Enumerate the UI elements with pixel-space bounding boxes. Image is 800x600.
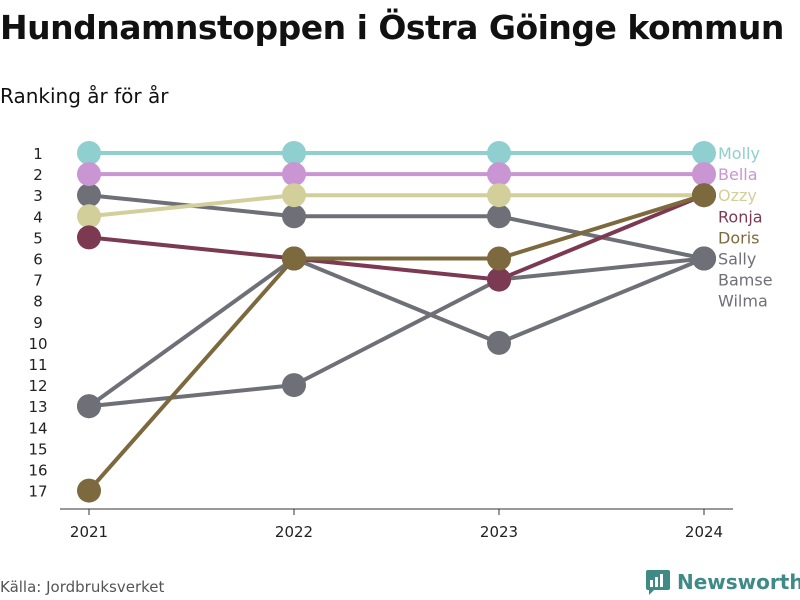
y-tick-label: 6 <box>33 251 43 269</box>
y-tick-label: 14 <box>28 419 47 437</box>
series-label-bamse: Bamse <box>718 271 773 290</box>
series-line-doris <box>87 193 705 492</box>
y-tick-label: 17 <box>28 483 47 501</box>
series-label-ronja: Ronja <box>718 207 763 226</box>
series-point-wilma <box>692 246 716 271</box>
x-tick-label: 2024 <box>685 523 723 541</box>
series-label-doris: Doris <box>718 228 759 247</box>
series-point-molly <box>77 141 101 165</box>
y-tick-label: 15 <box>28 440 47 458</box>
y-tick-label: 8 <box>33 293 43 311</box>
y-tick-label: 12 <box>28 377 47 395</box>
series-labels: Molly Bella Ozzy Ronja Doris Sally Bamse Wilma <box>718 144 773 311</box>
x-tick-label: 2023 <box>480 523 518 541</box>
series-point-ronja <box>77 225 101 250</box>
y-tick-label: 5 <box>33 229 43 247</box>
series-point-sally <box>282 204 306 229</box>
y-tick-label: 2 <box>33 166 43 184</box>
series-point-molly <box>692 141 716 165</box>
chart-title: Hundnamnstoppen i Östra Göinge kommun <box>0 8 784 47</box>
series-point-ozzy <box>487 183 511 208</box>
series-label-sally: Sally <box>718 250 756 269</box>
series-point-wilma <box>77 394 101 419</box>
y-tick-label: 4 <box>33 208 43 226</box>
x-tick-label: 2021 <box>70 523 108 541</box>
series-label-ozzy: Ozzy <box>718 186 757 205</box>
series-line-ozzy <box>88 193 704 219</box>
series-point-doris <box>692 183 716 208</box>
y-tick-label: 13 <box>28 398 47 416</box>
series-point-bella <box>282 162 306 187</box>
series-point-bella <box>692 162 716 187</box>
source-note: Källa: Jordbruksverket <box>0 578 165 596</box>
series-point-ozzy <box>77 204 101 229</box>
series-line-sally <box>88 193 705 261</box>
brand-name: Newsworthy <box>677 570 800 594</box>
series-line-wilma <box>88 256 705 409</box>
series-point-bella <box>77 162 101 187</box>
series-point-doris <box>77 478 101 503</box>
y-tick-label: 10 <box>28 335 47 353</box>
series-point-wilma <box>282 373 306 398</box>
series-point-doris <box>282 246 306 271</box>
series-label-bella: Bella <box>718 165 758 184</box>
series-label-molly: Molly <box>718 144 760 163</box>
y-tick-label: 16 <box>28 462 47 480</box>
y-tick-label: 11 <box>28 356 47 374</box>
y-tick-label: 9 <box>33 314 43 332</box>
y-tick-label: 3 <box>33 187 43 205</box>
series-point-doris <box>487 246 511 271</box>
series-point-molly <box>282 141 306 165</box>
brand-logo: Newsworthy <box>645 569 800 595</box>
series-point-sally <box>77 183 101 208</box>
series-points <box>77 141 716 503</box>
newsworthy-logo-icon <box>646 570 670 595</box>
series-point-bella <box>487 162 511 187</box>
series-lines <box>87 151 705 492</box>
chart-subtitle: Ranking år för år <box>0 84 169 108</box>
x-tick-label: 2022 <box>275 523 313 541</box>
series-point-molly <box>487 141 511 165</box>
series-line-bamse <box>87 256 705 408</box>
series-point-ozzy <box>282 183 306 208</box>
series-point-bamse <box>487 330 511 355</box>
series-label-wilma: Wilma <box>718 292 768 311</box>
y-tick-label: 7 <box>33 272 43 290</box>
series-line-ronja <box>88 193 705 282</box>
series-point-sally <box>487 204 511 229</box>
series-point-ronja <box>487 267 511 292</box>
y-tick-label: 1 <box>33 145 43 163</box>
